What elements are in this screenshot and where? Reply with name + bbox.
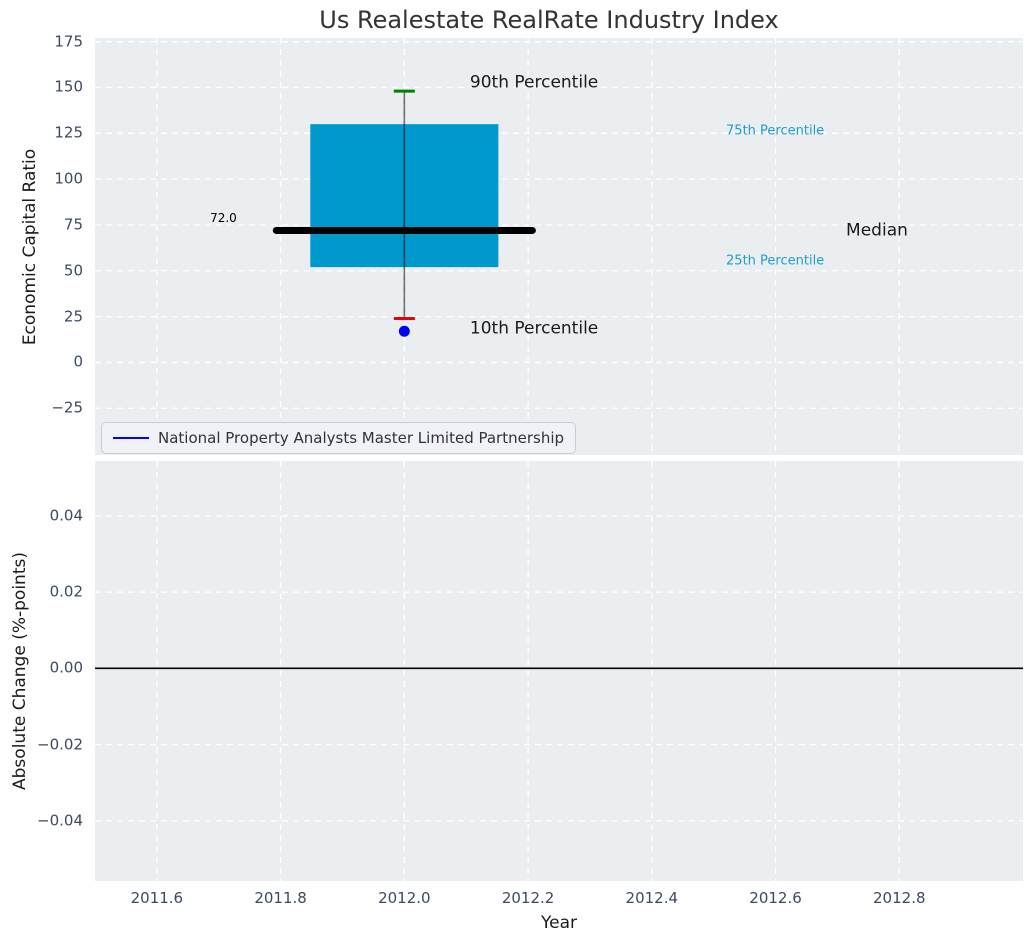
- y-tick-label-top: 50: [63, 261, 83, 280]
- y-tick-label-top: −25: [51, 398, 83, 417]
- plot-background: [95, 38, 1023, 455]
- y-tick-label-bottom: 0.02: [49, 582, 83, 601]
- x-tick-label: 2012.6: [749, 889, 802, 907]
- legend-line-sample: [113, 437, 149, 439]
- company-point: [398, 325, 410, 337]
- y-tick-label-bottom: 0.00: [49, 658, 83, 677]
- legend-label: National Property Analysts Master Limite…: [158, 429, 565, 447]
- x-tick-label: 2012.0: [378, 889, 431, 907]
- y-tick-label-bottom: 0.04: [49, 506, 83, 525]
- x-tick-label: 2012.8: [873, 889, 926, 907]
- x-tick-label: 2012.4: [625, 889, 679, 907]
- y-tick-label-top: 125: [54, 123, 83, 142]
- annotation-75th-percentile: 75th Percentile: [726, 123, 825, 139]
- bottom-plot-area: [95, 461, 1023, 881]
- y-tick-label-top: 100: [54, 169, 83, 188]
- annotation-median: Median: [846, 220, 908, 241]
- y-tick-label-top: 25: [63, 307, 83, 326]
- x-tick-label: 2012.2: [501, 889, 555, 907]
- x-tick-label: 2011.8: [254, 889, 307, 907]
- annotation-72-0: 72.0: [210, 210, 237, 225]
- annotation-10th-percentile: 10th Percentile: [469, 318, 599, 339]
- legend: National Property Analysts Master Limite…: [101, 422, 577, 454]
- y-tick-label-bottom: −0.04: [37, 811, 83, 830]
- y-tick-label-top: 175: [54, 32, 83, 51]
- y-tick-label-top: 150: [54, 77, 83, 96]
- y-tick-label-bottom: −0.02: [37, 735, 83, 754]
- x-tick-label: 2011.6: [130, 889, 184, 907]
- chart-title: Us Realestate RealRate Industry Index: [319, 6, 779, 34]
- plot-background: [95, 461, 1023, 881]
- annotation-90th-percentile: 90th Percentile: [469, 72, 599, 93]
- y-tick-label-top: 0: [73, 352, 83, 371]
- x-axis-label: Year: [541, 913, 577, 933]
- annotation-25th-percentile: 25th Percentile: [726, 253, 825, 269]
- y-tick-label-top: 75: [63, 215, 83, 234]
- top-plot-area: [95, 38, 1023, 455]
